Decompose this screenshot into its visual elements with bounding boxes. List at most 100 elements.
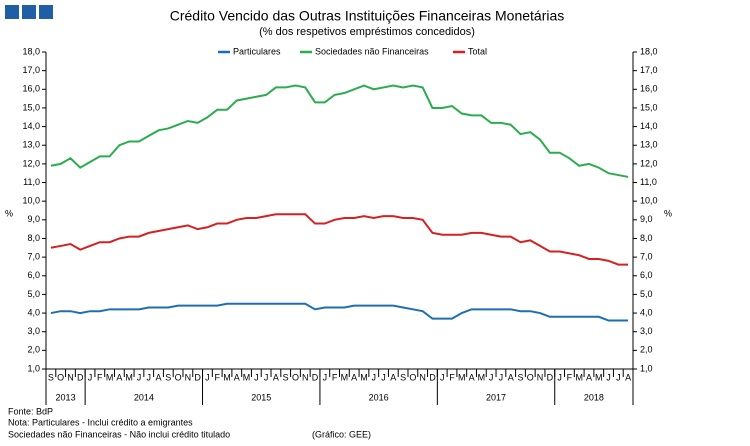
x-tick-label: J xyxy=(371,372,376,382)
x-tick-label: F xyxy=(567,372,573,382)
x-tick-label: A xyxy=(351,372,357,382)
x-tick-label: J xyxy=(489,372,494,382)
x-tick-label: M xyxy=(595,372,603,382)
x-tick-label: S xyxy=(400,372,406,382)
x-tick-label: J xyxy=(254,372,259,382)
series-line xyxy=(50,84,629,178)
year-label: 2018 xyxy=(584,392,604,402)
y2-tick-label: 18,0 xyxy=(640,46,658,56)
logo-square xyxy=(5,5,19,19)
x-tick-label: F xyxy=(214,372,220,382)
x-tick-label: J xyxy=(440,372,445,382)
y-tick-label: 3,0 xyxy=(27,326,40,336)
x-tick-label: M xyxy=(341,372,349,382)
x-tick-label: M xyxy=(458,372,466,382)
x-tick-label: F xyxy=(97,372,103,382)
y2-tick-label: 7,0 xyxy=(640,251,653,261)
y-tick-label: 6,0 xyxy=(27,270,40,280)
year-label: 2013 xyxy=(56,392,76,402)
year-label: 2014 xyxy=(134,392,154,402)
year-label: 2016 xyxy=(369,392,389,402)
y-tick-label: 12,0 xyxy=(22,158,40,168)
y2-tick-label: 8,0 xyxy=(640,233,653,243)
y-tick-label: 16,0 xyxy=(22,84,40,94)
series-line xyxy=(50,302,629,322)
y-tick-label: 9,0 xyxy=(27,214,40,224)
y-tick-label: 1,0 xyxy=(27,363,40,373)
x-tick-label: S xyxy=(48,372,54,382)
x-tick-label: S xyxy=(283,372,289,382)
x-tick-label: N xyxy=(302,372,309,382)
y2-tick-label: 16,0 xyxy=(640,84,658,94)
y2-tick-label: 17,0 xyxy=(640,65,658,75)
x-tick-label: S xyxy=(165,372,171,382)
chart-title: Crédito Vencido das Outras Instituições … xyxy=(170,8,565,24)
x-tick-label: A xyxy=(116,372,122,382)
y2-tick-label: 12,0 xyxy=(640,158,658,168)
note: Sociedades não Financeiras - Não inclui … xyxy=(8,429,230,439)
x-tick-label: M xyxy=(223,372,231,382)
x-tick-label: N xyxy=(419,372,426,382)
y-tick-label: 15,0 xyxy=(22,102,40,112)
y2-tick-label: 10,0 xyxy=(640,196,658,206)
y-tick-label: 17,0 xyxy=(22,65,40,75)
x-tick-label: O xyxy=(175,372,182,382)
y2-tick-label: 5,0 xyxy=(640,289,653,299)
legend-label: Total xyxy=(468,46,487,56)
x-tick-label: J xyxy=(606,372,611,382)
x-tick-label: J xyxy=(146,372,151,382)
x-tick-label: A xyxy=(156,372,162,382)
x-tick-label: D xyxy=(77,372,84,382)
logo-square xyxy=(22,5,36,19)
y2-axis-label: % xyxy=(664,208,672,218)
y-tick-label: 2,0 xyxy=(27,345,40,355)
x-tick-label: F xyxy=(449,372,455,382)
x-tick-label: N xyxy=(537,372,544,382)
x-tick-label: M xyxy=(243,372,251,382)
y2-tick-label: 14,0 xyxy=(640,121,658,131)
y-tick-label: 14,0 xyxy=(22,121,40,131)
x-tick-label: J xyxy=(88,372,93,382)
y2-tick-label: 3,0 xyxy=(640,326,653,336)
chart-subtitle: (% dos respetivos empréstimos concedidos… xyxy=(259,26,475,38)
x-tick-label: O xyxy=(57,372,64,382)
y2-tick-label: 4,0 xyxy=(640,307,653,317)
x-tick-label: M xyxy=(575,372,583,382)
x-tick-label: J xyxy=(323,372,328,382)
logo-square xyxy=(39,5,53,19)
x-tick-label: J xyxy=(616,372,621,382)
series-line xyxy=(50,213,629,266)
x-tick-label: M xyxy=(360,372,368,382)
y2-tick-label: 13,0 xyxy=(640,140,658,150)
x-tick-label: O xyxy=(409,372,416,382)
year-label: 2017 xyxy=(486,392,506,402)
y-tick-label: 13,0 xyxy=(22,140,40,150)
y-tick-label: 18,0 xyxy=(22,46,40,56)
x-tick-label: M xyxy=(478,372,486,382)
x-tick-label: D xyxy=(312,372,319,382)
x-tick-label: A xyxy=(234,372,240,382)
x-tick-label: A xyxy=(508,372,514,382)
x-tick-label: J xyxy=(381,372,386,382)
legend-label: Sociedades não Financeiras xyxy=(315,46,429,56)
x-tick-label: S xyxy=(517,372,523,382)
y2-tick-label: 9,0 xyxy=(640,214,653,224)
x-tick-label: M xyxy=(106,372,114,382)
x-tick-label: A xyxy=(469,372,475,382)
y-tick-label: 10,0 xyxy=(22,196,40,206)
y-tick-label: 11,0 xyxy=(23,177,40,187)
y-tick-label: 5,0 xyxy=(27,289,40,299)
y2-tick-label: 15,0 xyxy=(640,102,658,112)
y-tick-label: 8,0 xyxy=(27,233,40,243)
x-tick-label: A xyxy=(586,372,592,382)
y2-tick-label: 2,0 xyxy=(640,345,653,355)
x-tick-label: D xyxy=(547,372,554,382)
x-tick-label: N xyxy=(185,372,192,382)
x-tick-label: A xyxy=(273,372,279,382)
x-tick-label: J xyxy=(264,372,269,382)
y2-tick-label: 6,0 xyxy=(640,270,653,280)
x-tick-label: J xyxy=(557,372,562,382)
note: (Gráfico: GEE) xyxy=(312,429,371,439)
